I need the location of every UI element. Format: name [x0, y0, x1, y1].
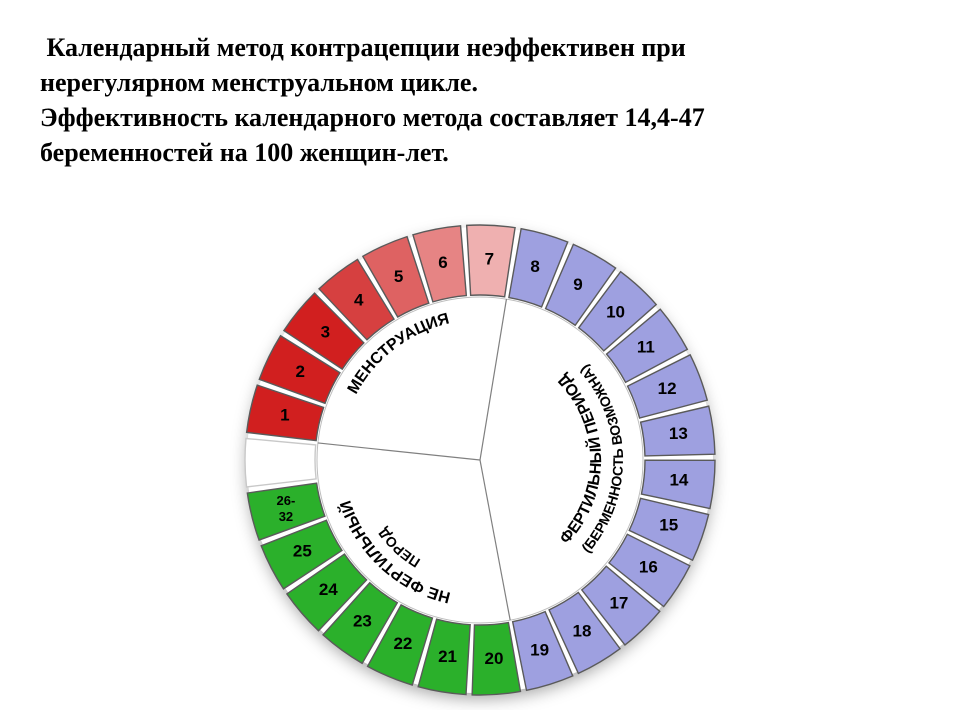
heading-line2: нерегулярном менструальном цикле.	[40, 68, 478, 97]
segment-label: 22	[393, 634, 412, 653]
segment-label: 32	[279, 509, 293, 524]
segment-label: 6	[438, 253, 447, 272]
segment-label: 20	[484, 649, 503, 668]
segment-label: 16	[639, 557, 658, 576]
segment-blank	[245, 438, 316, 486]
segment-label: 8	[530, 257, 539, 276]
segment-label: 15	[659, 516, 678, 535]
segment-label: 4	[354, 290, 364, 309]
heading-line4: беременностей на 100 женщин-лет.	[40, 138, 449, 167]
segment-label: 5	[394, 267, 403, 286]
segment-label: 21	[438, 647, 457, 666]
segment-label: 17	[609, 593, 628, 612]
segment-label: 12	[658, 379, 677, 398]
segment-label: 11	[637, 338, 655, 357]
segment-label: 13	[669, 424, 688, 443]
heading-text: Календарный метод контрацепции неэффекти…	[40, 30, 920, 170]
segment-label: 18	[573, 622, 592, 641]
segment-label: 14	[669, 470, 688, 489]
segment-label: 2	[296, 362, 305, 381]
heading-line1: Календарный метод контрацепции неэффекти…	[40, 33, 686, 62]
segment-label: 10	[606, 302, 625, 321]
segment-label: 24	[319, 580, 338, 599]
heading-line3: Эффективность календарного метода состав…	[40, 103, 705, 132]
segment-label: 7	[485, 250, 494, 269]
segment-label: 3	[321, 323, 330, 342]
segment-label: 26-	[277, 493, 296, 508]
segment-label: 1	[280, 406, 289, 425]
segment-label: 19	[530, 640, 549, 659]
segment-label: 25	[293, 541, 312, 560]
cycle-chart: 1234567891011121314151617181920212223242…	[230, 210, 730, 710]
segment-label: 23	[353, 611, 372, 630]
segment-label: 9	[573, 275, 582, 294]
